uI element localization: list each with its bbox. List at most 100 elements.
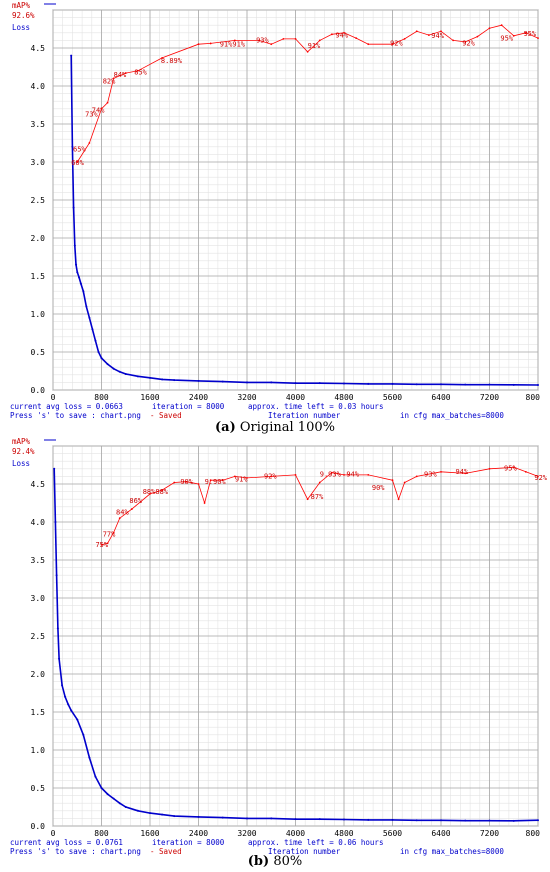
map-point <box>488 27 491 30</box>
status-avg-loss: current avg loss = 0.0761 <box>10 838 123 847</box>
loss-point <box>88 316 91 319</box>
x-tick-label: 6400 <box>431 393 450 402</box>
status-time-left: approx. time left = 0.06 hours <box>248 838 383 847</box>
x-axis-label: Iteration number <box>268 411 341 420</box>
loss-point <box>124 806 127 808</box>
map-point <box>106 101 109 104</box>
y-tick-label: 2.0 <box>31 670 46 679</box>
map-point <box>258 39 261 42</box>
map-point-label: 88%88% <box>143 488 169 496</box>
map-point <box>391 43 394 46</box>
loss-point <box>343 818 345 821</box>
loss-point <box>106 363 109 366</box>
loss-point <box>100 787 103 789</box>
map-point <box>464 41 467 43</box>
status-max-batches: in cfg max_batches=8000 <box>400 847 504 856</box>
loss-point <box>246 817 248 820</box>
loss-point <box>415 383 418 386</box>
map-point <box>221 479 224 482</box>
map-point-label: 60% <box>71 159 84 167</box>
map-point <box>464 472 467 475</box>
map-point <box>343 31 345 34</box>
loss-point <box>94 339 97 342</box>
map-point-label: 74% <box>92 107 105 115</box>
map-legend-label: mAP% <box>12 1 31 10</box>
map-point <box>270 475 273 478</box>
y-tick-label: 0.0 <box>31 386 46 395</box>
map-point <box>130 508 133 510</box>
loss-point <box>488 819 491 822</box>
map-point <box>512 466 515 469</box>
loss-point <box>391 818 394 821</box>
loss-point <box>76 718 79 721</box>
map-point <box>149 492 151 495</box>
loss-point <box>124 373 127 376</box>
map-point-label: 84% <box>114 71 127 79</box>
loss-point <box>79 282 82 285</box>
map-point-label: 86% <box>129 497 142 505</box>
y-tick-label: 1.5 <box>31 272 46 281</box>
map-point <box>118 517 121 520</box>
map-point <box>173 481 176 484</box>
map-point <box>203 502 206 504</box>
x-tick-label: 3200 <box>237 393 256 402</box>
map-series-line <box>101 466 539 546</box>
y-tick-label: 1.0 <box>31 310 46 319</box>
map-point <box>209 42 212 45</box>
x-tick-label: 6400 <box>431 829 450 838</box>
y-tick-label: 2.0 <box>31 234 46 243</box>
loss-point <box>72 206 75 209</box>
map-point <box>233 475 236 478</box>
map-point <box>440 30 442 33</box>
x-tick-label: 4000 <box>286 829 305 838</box>
map-point <box>306 50 309 53</box>
loss-point <box>221 380 224 383</box>
loss-legend-label: Loss <box>12 459 30 468</box>
loss-point <box>343 382 345 385</box>
loss-point <box>136 375 139 378</box>
y-tick-label: 4.0 <box>31 82 46 91</box>
map-point <box>427 34 430 36</box>
loss-point <box>537 383 539 386</box>
map-point-label: 93% <box>256 37 269 45</box>
loss-point <box>440 819 442 822</box>
map-point <box>161 489 164 491</box>
loss-point <box>537 819 539 822</box>
map-point-label: 94% <box>431 32 444 40</box>
x-tick-label: 0 <box>51 829 56 838</box>
loss-point <box>91 328 94 331</box>
map-point <box>524 31 527 34</box>
loss-point <box>440 383 442 386</box>
y-tick-label: 4.5 <box>31 480 46 489</box>
loss-point <box>391 382 394 385</box>
loss-point <box>75 263 78 266</box>
map-point-label: 90% <box>180 478 193 486</box>
status-saved: - Saved <box>150 847 182 856</box>
map-point <box>415 475 418 478</box>
status-time-left: approx. time left = 0.03 hours <box>248 402 383 411</box>
loss-point <box>464 819 467 822</box>
loss-point <box>82 290 85 293</box>
chart-a: 0.0 0.5 1.0 1.5 2.0 2.5 3.0 3.5 4.0 4.5 0 800 1600 24… <box>10 1 540 420</box>
caption-a: (a) Original 100% <box>0 420 550 435</box>
x-tick-label: 1600 <box>140 393 159 402</box>
loss-point <box>270 817 273 820</box>
loss-point <box>106 793 109 796</box>
loss-point <box>54 521 57 523</box>
loss-point <box>161 378 164 381</box>
map-point-label: 9.93% <box>320 470 342 478</box>
map-series-line <box>76 24 539 163</box>
status-press-save: Press 's' to save : chart.png <box>10 847 141 856</box>
map-point-label: 90% <box>372 484 385 492</box>
loss-point <box>70 709 73 712</box>
map-point <box>112 77 115 80</box>
map-point-label: 91% <box>235 476 248 484</box>
map-point-label: 73% <box>85 110 98 118</box>
map-point <box>512 34 515 37</box>
chart-panel-a: 0.0 0.5 1.0 1.5 2.0 2.5 3.0 3.5 4.0 4.5 0 800 1600 24… <box>0 0 550 420</box>
map-point-label: 94% <box>346 470 359 478</box>
loss-point <box>118 802 121 805</box>
loss-point <box>173 379 176 382</box>
loss-point <box>221 816 224 819</box>
map-point <box>161 56 164 59</box>
